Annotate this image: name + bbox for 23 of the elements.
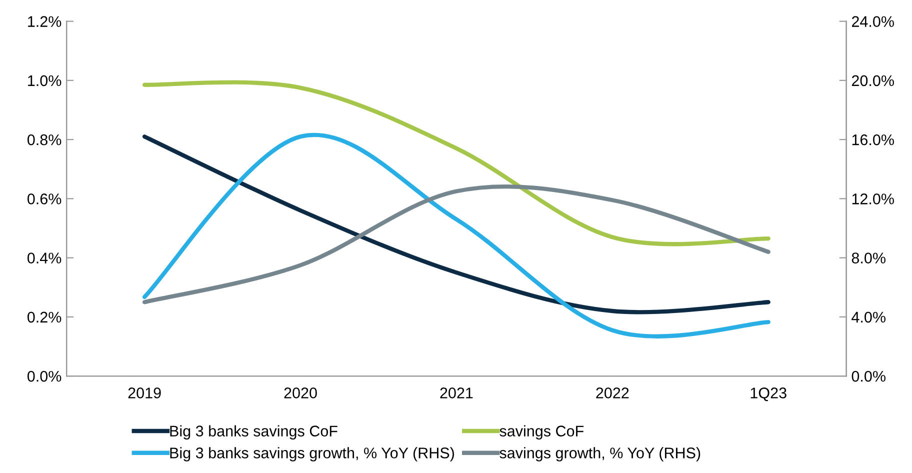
y-tick-label: 0.6% bbox=[27, 194, 62, 204]
x-tick-label: 1Q23 bbox=[750, 388, 786, 402]
x-tick-label: 2021 bbox=[440, 388, 473, 398]
x-tick-label: 2020 bbox=[284, 388, 317, 398]
y-tick-label: 0.4% bbox=[27, 252, 62, 264]
legend-label: Big 3 banks savings growth, % YoY (RHS) bbox=[170, 447, 454, 462]
legend-label: savings growth, % YoY (RHS) bbox=[500, 447, 700, 462]
y-tick-label: 1.0% bbox=[28, 75, 62, 86]
legend-label: savings CoF bbox=[500, 425, 584, 440]
y-tick-label: 1.2% bbox=[28, 16, 62, 27]
x-tick-label: 2019 bbox=[128, 388, 161, 398]
y2-tick-label: 16.0% bbox=[852, 134, 894, 146]
y-tick-label: 0.8% bbox=[27, 134, 62, 146]
y2-tick-label: 20.0% bbox=[852, 75, 894, 86]
y2-tick-label: 0.0% bbox=[852, 370, 886, 382]
y2-tick-label: 24.0% bbox=[852, 16, 894, 27]
y2-tick-label: 8.0% bbox=[852, 252, 886, 264]
y-tick-label: 0.2% bbox=[27, 312, 62, 323]
y2-tick-label: 4.0% bbox=[852, 312, 886, 323]
x-tick-label: 2022 bbox=[596, 388, 629, 398]
legend-label: Big 3 banks savings CoF bbox=[170, 425, 338, 440]
y-tick-label: 0.0% bbox=[27, 370, 62, 382]
y2-tick-label: 12.0% bbox=[852, 194, 894, 204]
